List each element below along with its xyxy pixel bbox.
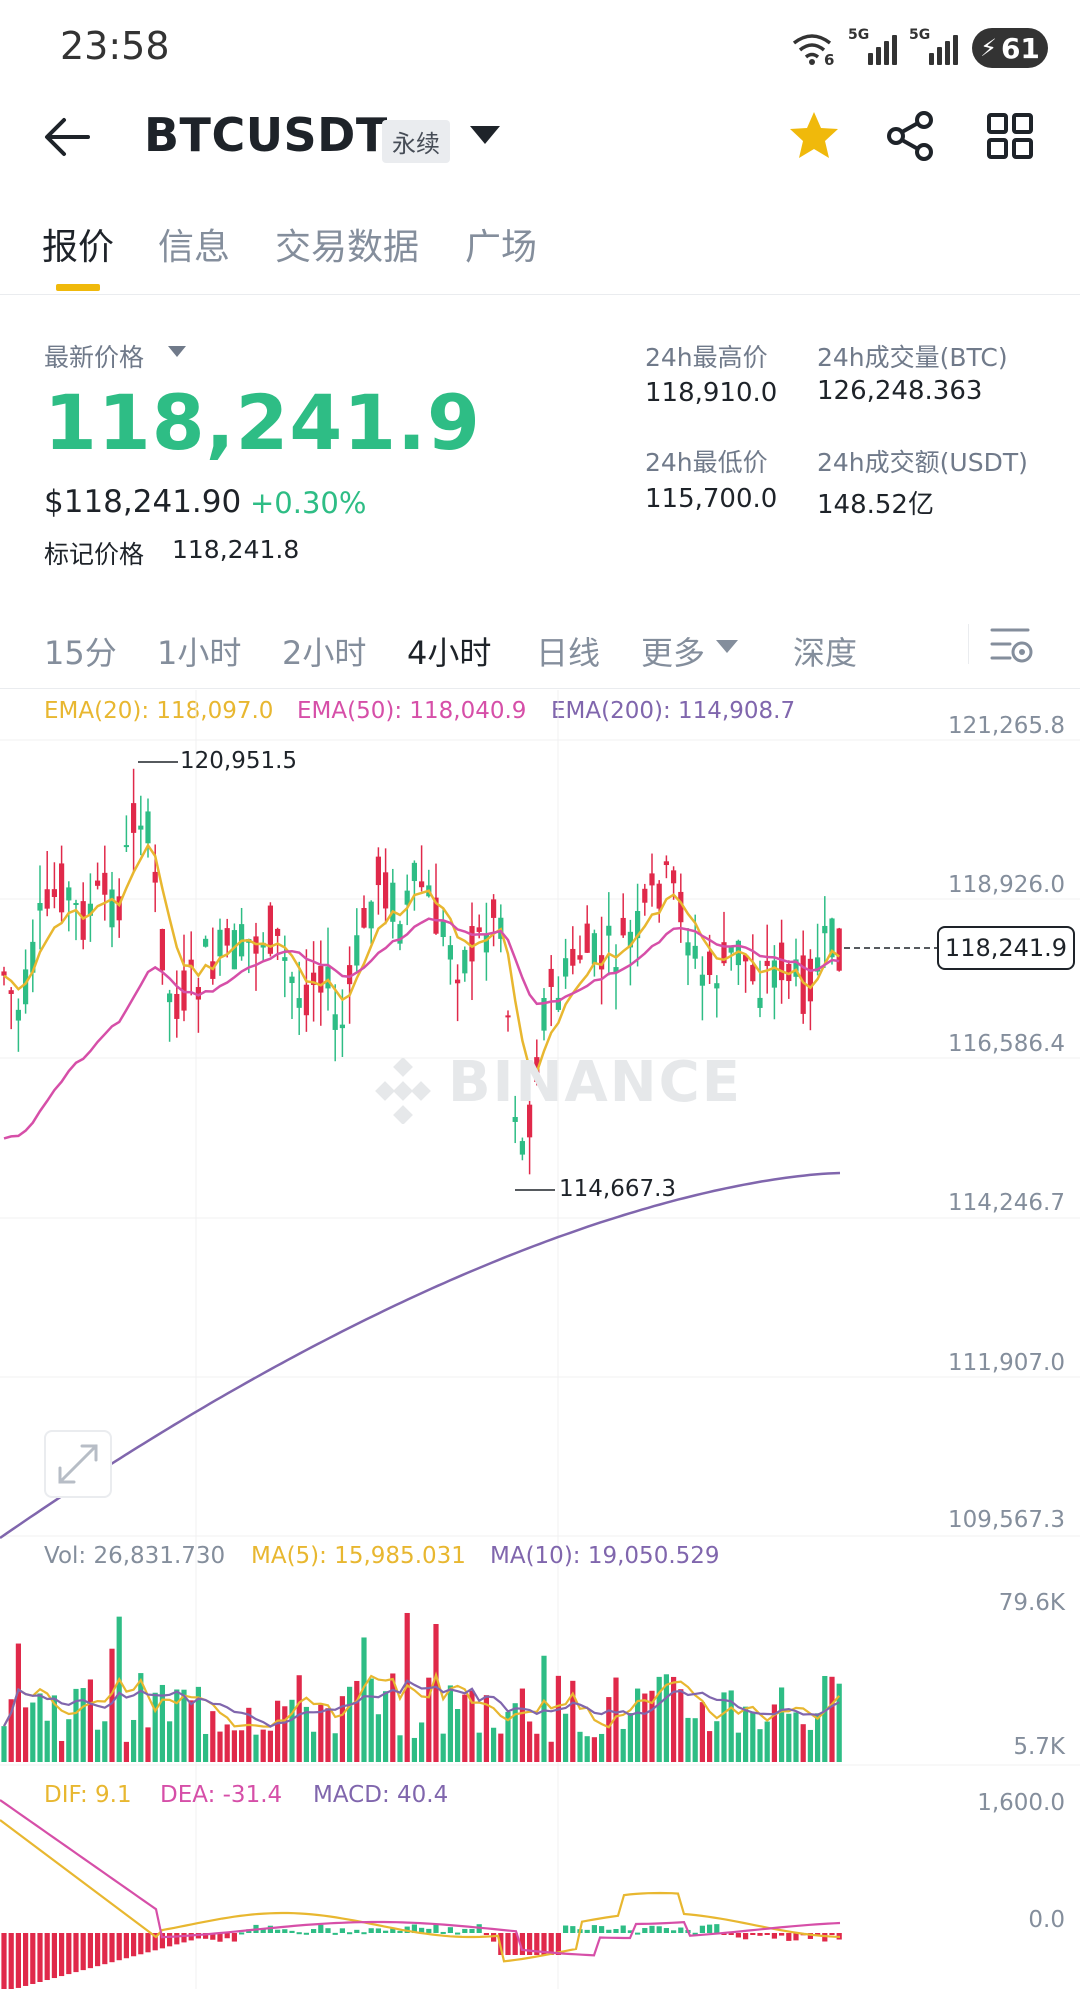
stat-high: 118,910.0: [645, 378, 778, 408]
ema-lines: [0, 842, 841, 1540]
volume-bars: [1, 1612, 842, 1762]
tab-quote[interactable]: 报价: [42, 227, 115, 268]
interval-1h[interactable]: 1小时: [157, 634, 242, 672]
ema200-label: EMA(200): 114,908.7: [551, 698, 796, 724]
stat-vol-usdt: 148.52亿: [817, 490, 934, 520]
macd-value-label: MACD: 40.4: [313, 1782, 449, 1808]
axis-label-5: 111,907.0: [947, 1350, 1065, 1376]
current-price-tag[interactable]: 118,241.9: [937, 926, 1075, 970]
axis-label-3: 116,586.4: [947, 1031, 1065, 1057]
ema50-label: EMA(50): 118,040.9: [297, 698, 527, 724]
tab-square[interactable]: 广场: [465, 227, 538, 268]
interval-15m[interactable]: 15分: [44, 634, 117, 672]
stat-high-label: 24h最高价: [645, 343, 768, 372]
status-icons: 6 5G 5G ⚡ 61: [790, 27, 1048, 68]
signal-icon-1: 5G: [848, 27, 897, 65]
mark-price-label: 标记价格: [44, 540, 145, 569]
interval-divider: [968, 624, 969, 664]
tab-info[interactable]: 信息: [158, 227, 231, 268]
signal-label-1: 5G: [848, 27, 870, 43]
stat-vol-btc: 126,248.363: [817, 376, 983, 406]
symbol-title[interactable]: BTCUSDT: [144, 108, 388, 162]
axis-label-6: 109,567.3: [947, 1507, 1065, 1533]
usd-price: $118,241.90: [44, 484, 242, 520]
interval-4h[interactable]: 4小时: [407, 634, 492, 672]
interval-more[interactable]: 更多: [641, 634, 706, 672]
tab-trading-data[interactable]: 交易数据: [275, 227, 420, 268]
macd-dea-label: DEA: -31.4: [160, 1782, 283, 1808]
stat-vol-usdt-label: 24h成交额(USDT): [817, 448, 1028, 477]
low-marker: 114,667.3: [559, 1176, 677, 1202]
wifi-badge: 6: [824, 51, 834, 65]
macd-axis-top: 1,600.0: [977, 1790, 1065, 1816]
interval-bar-divider: [0, 688, 1080, 689]
star-icon[interactable]: [786, 108, 842, 164]
vol-axis-bottom: 5.7K: [1013, 1734, 1065, 1760]
last-price-caret-icon[interactable]: [168, 346, 186, 357]
expand-chart-button[interactable]: [44, 1430, 112, 1498]
vol-axis-top: 79.6K: [998, 1590, 1065, 1616]
last-price-label[interactable]: 最新价格: [44, 343, 145, 372]
axis-label-1: 121,265.8: [947, 713, 1065, 739]
change-percent: +0.30%: [250, 486, 367, 520]
battery-indicator: ⚡ 61: [972, 28, 1048, 68]
chart-grid: [0, 690, 1080, 1989]
axis-label-2: 118,926.0: [947, 872, 1065, 898]
grid-menu-icon[interactable]: [986, 112, 1034, 160]
price-chart[interactable]: [0, 690, 1080, 1989]
wifi-icon: 6: [792, 34, 834, 65]
mark-price: 118,241.8: [172, 535, 300, 564]
vol-ma10-label: MA(10): 19,050.529: [490, 1543, 720, 1569]
stat-low: 115,700.0: [645, 484, 778, 514]
interval-2h[interactable]: 2小时: [282, 634, 367, 672]
macd-histogram: [0, 1799, 842, 1989]
back-arrow-icon[interactable]: [42, 112, 92, 162]
expand-icon: [58, 1444, 98, 1484]
depth-tab[interactable]: 深度: [793, 634, 858, 672]
high-marker: 120,951.5: [180, 748, 298, 774]
bolt-icon: ⚡: [980, 34, 997, 62]
share-icon[interactable]: [884, 110, 936, 162]
signal-icon-2: 5G: [909, 27, 958, 65]
stat-low-label: 24h最低价: [645, 448, 768, 477]
status-time: 23:58: [60, 24, 170, 68]
macd-axis-zero: 0.0: [1028, 1907, 1065, 1933]
interval-1d[interactable]: 日线: [536, 634, 601, 672]
symbol-dropdown-icon[interactable]: [470, 126, 500, 144]
axis-label-4: 114,246.7: [947, 1190, 1065, 1216]
binance-logo-icon: [375, 1058, 431, 1124]
watermark-text: BINANCE: [448, 1050, 742, 1115]
ema20-label: EMA(20): 118,097.0: [44, 698, 274, 724]
vol-label: Vol: 26,831.730: [44, 1543, 226, 1569]
last-price: 118,241.9: [44, 378, 481, 467]
more-caret-icon[interactable]: [716, 640, 738, 653]
stat-vol-btc-label: 24h成交量(BTC): [817, 343, 1008, 372]
tab-active-indicator: [56, 284, 100, 291]
macd-dif-label: DIF: 9.1: [44, 1782, 132, 1808]
battery-level: 61: [1000, 31, 1040, 65]
perpetual-badge: 永续: [382, 120, 450, 163]
signal-label-2: 5G: [909, 27, 931, 43]
tabs-divider: [0, 294, 1080, 295]
vol-ma5-label: MA(5): 15,985.031: [251, 1543, 466, 1569]
chart-settings-icon[interactable]: [988, 624, 1036, 668]
price-markers: [138, 761, 937, 1191]
